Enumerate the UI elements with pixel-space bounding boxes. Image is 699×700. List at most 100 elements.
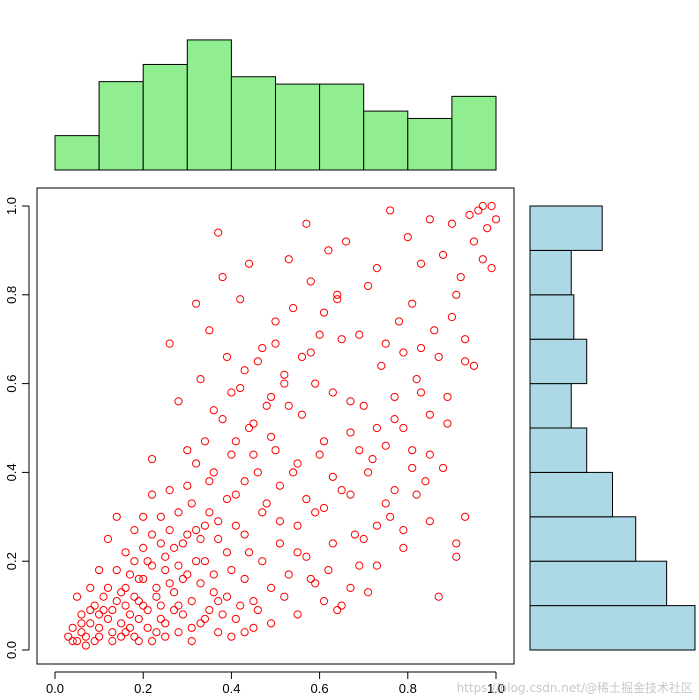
scatter-point [86,619,95,628]
scatter-point [156,539,165,548]
scatter-point [289,468,298,477]
scatter-point [399,348,408,357]
scatter-point [302,219,311,228]
scatter-point [258,343,267,353]
x-tick-label: 0.6 [311,681,329,696]
scatter-point [147,490,157,499]
scatter-point [319,437,329,446]
scatter-point [324,565,333,575]
scatter-point [117,619,126,628]
scatter-point [218,415,227,424]
right-histogram-bar [529,294,575,340]
right-histogram-bar [529,427,588,473]
scatter-point [165,526,174,535]
right-histogram-bar [529,560,668,607]
scatter-point [421,477,430,486]
scatter-point [447,219,456,228]
scatter-point [416,259,426,268]
scatter-point [315,450,324,459]
scatter-point [487,264,496,273]
scatter-point [147,530,157,539]
scatter-point [121,548,130,557]
scatter-point [90,601,99,610]
scatter-point [222,548,232,557]
scatter-point [192,526,201,535]
right-histogram-bar [529,205,603,251]
scatter-point [390,486,399,495]
scatter-point [147,454,157,464]
scatter-point [271,339,280,348]
scatter-point [408,463,417,473]
top-histogram-bar [275,83,321,171]
scatter-point [311,579,320,588]
scatter-point [359,401,368,410]
scatter-point [183,570,192,579]
scatter-point [86,583,95,592]
scatter-point [350,530,359,539]
top-histogram-bar [363,110,409,171]
scatter-point [187,637,196,646]
scatter-point [271,317,280,326]
scatter-point [368,454,377,464]
scatter-point [372,521,382,530]
scatter-point [108,628,117,637]
scatter-point [324,246,333,255]
scatter-point [452,552,461,561]
scatter-point [399,526,408,535]
scatter-point [377,361,386,370]
scatter-point [187,499,196,508]
scatter-point [403,232,412,242]
scatter-point [311,508,320,517]
scatter-point [205,605,214,615]
scatter-point [412,490,421,499]
scatter-point [156,601,165,610]
scatter-point [236,601,245,610]
scatter-point [416,388,426,397]
scatter-point [165,339,174,348]
scatter-point [434,352,443,362]
y-tick-label: 0.0 [4,641,19,659]
y-tick-label: 0.4 [4,463,19,481]
scatter-point [121,628,130,637]
scatter-point [461,357,470,366]
scatter-point [381,339,390,348]
scatter-point [333,295,342,304]
scatter-point [372,423,382,433]
scatter-point [218,272,227,282]
top-histogram-bar [142,63,188,171]
scatter-point [222,352,232,362]
scatter-point [284,255,293,264]
scatter-point [337,486,346,495]
scatter-point [381,499,390,508]
scatter-point [258,508,267,517]
scatter-point [372,561,382,570]
scatter-point [192,299,201,308]
scatter-point [196,534,205,544]
scatter-point [112,565,121,575]
scatter-point [372,264,382,273]
scatter-point [465,210,474,219]
scatter-point [86,605,95,615]
scatter-point [364,281,373,291]
scatter-point [244,259,254,268]
scatter-point [139,601,148,610]
scatter-point [174,628,183,637]
scatter-point [214,517,223,526]
scatter-point [249,623,258,632]
scatter-point [187,623,196,632]
scatter-point [244,548,254,557]
scatter-point [355,446,364,455]
scatter-point [165,579,174,588]
scatter-point [192,459,201,468]
right-histogram-bar [529,383,572,429]
scatter-point [306,348,315,357]
scatter-point [297,410,307,419]
top-histogram-bar [451,95,497,171]
scatter-point [425,517,434,526]
scatter-point [346,490,355,499]
scatter-point [266,619,276,628]
scatter-point [227,388,236,397]
scatter-point [328,539,337,548]
scatter-point [214,228,223,237]
scatter-point [456,272,465,282]
